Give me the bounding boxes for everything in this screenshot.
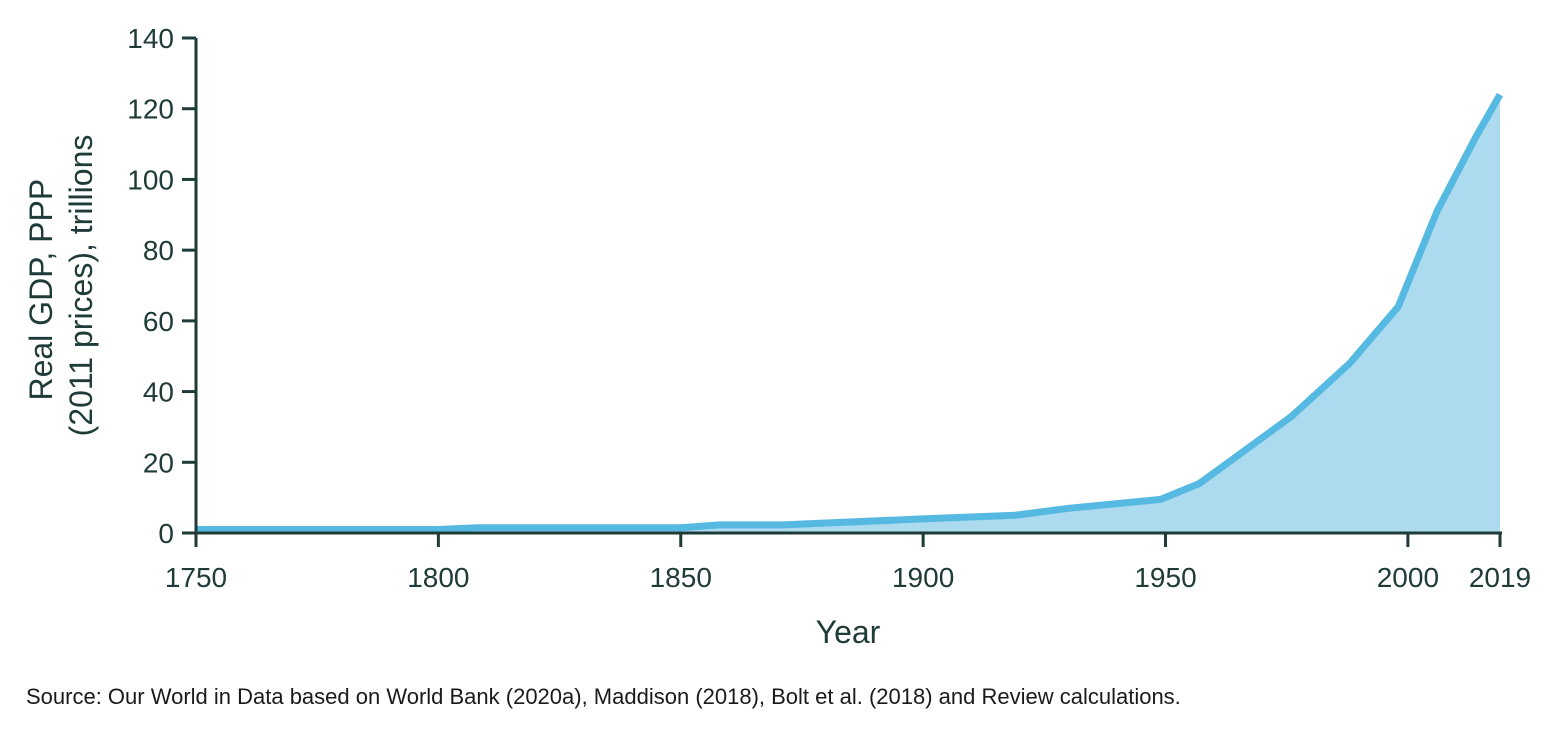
y-axis-title-line-1: Real GDP, PPP — [23, 179, 59, 400]
x-tick-label: 1900 — [892, 562, 954, 593]
y-tick-label: 100 — [127, 164, 174, 195]
x-tick-label: 1750 — [165, 562, 227, 593]
y-tick-label: 0 — [158, 518, 174, 549]
y-tick-label: 80 — [143, 235, 174, 266]
y-tick-label: 120 — [127, 94, 174, 125]
x-tick-label: 2019 — [1469, 562, 1531, 593]
x-tick-label: 1850 — [650, 562, 712, 593]
x-ticks: 1750 1800 1850 1900 1950 2000 2019 — [165, 533, 1531, 593]
y-tick-label: 60 — [143, 306, 174, 337]
x-tick-label: 1800 — [407, 562, 469, 593]
area-fill — [196, 94, 1500, 533]
x-tick-label: 1950 — [1134, 562, 1196, 593]
gdp-area-chart: 0 20 40 60 80 100 120 140 1750 1800 1850 1900 1950 2… — [23, 23, 1531, 650]
y-tick-label: 40 — [143, 377, 174, 408]
source-note: Source: Our World in Data based on World… — [26, 684, 1181, 709]
x-axis-title: Year — [816, 614, 881, 650]
y-axis-title-line-2: (2011 prices), trillions — [63, 135, 99, 437]
x-tick-label: 2000 — [1377, 562, 1439, 593]
y-axis-title: Real GDP, PPP (2011 prices), trillions — [23, 135, 99, 437]
y-tick-label: 20 — [143, 447, 174, 478]
y-tick-label: 140 — [127, 23, 174, 54]
y-ticks: 0 20 40 60 80 100 120 140 — [127, 23, 196, 549]
series-line — [196, 92, 1504, 533]
